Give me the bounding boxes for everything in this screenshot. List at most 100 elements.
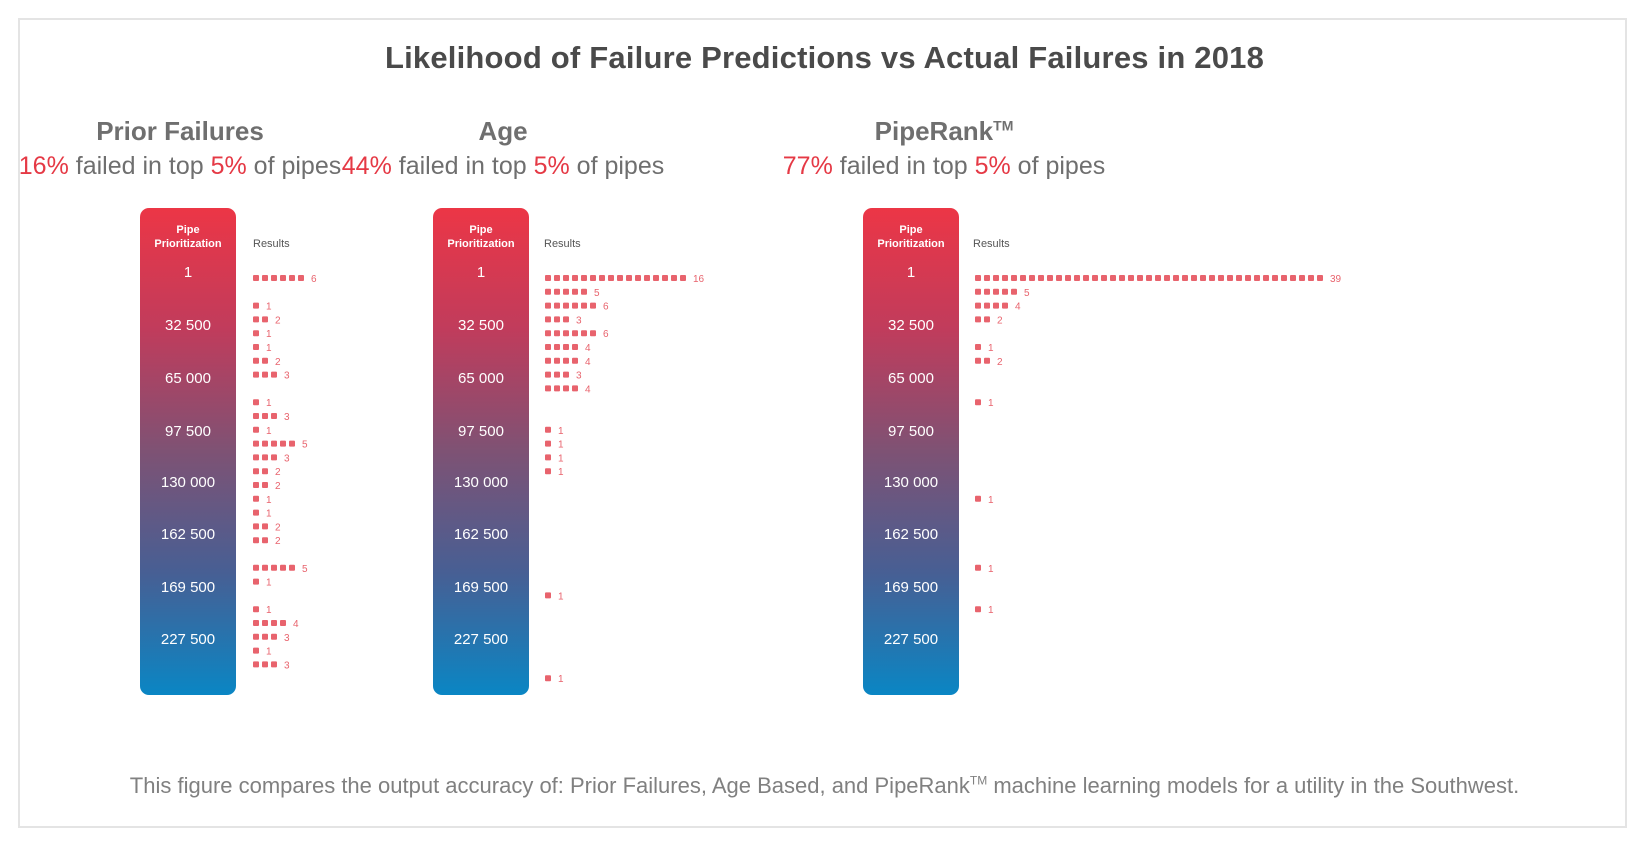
result-row: 2	[253, 481, 281, 492]
result-row: 4	[545, 343, 591, 354]
bar-tick-label: 32 500	[888, 317, 934, 334]
result-row: 1	[253, 605, 272, 616]
failure-square	[563, 357, 569, 364]
failure-square	[253, 371, 259, 378]
result-row: 4	[253, 619, 299, 630]
result-row: 3	[545, 315, 582, 326]
failure-square	[253, 302, 259, 309]
failure-square	[1110, 275, 1116, 281]
failure-square	[253, 440, 259, 447]
failure-square	[1173, 275, 1179, 281]
failure-square	[271, 454, 277, 461]
failure-square	[1182, 275, 1188, 281]
failure-square	[1290, 275, 1296, 281]
panel-subtitle-age: 44% failed in top 5% of pipes	[341, 152, 665, 180]
failure-square	[545, 426, 551, 433]
failure-square	[993, 288, 999, 295]
failure-square	[563, 344, 569, 350]
failure-square	[1074, 275, 1080, 281]
failure-square	[554, 330, 560, 337]
data-label: 3	[284, 412, 290, 423]
result-row: 1	[975, 495, 994, 506]
data-label: 2	[997, 315, 1003, 326]
failure-square	[1245, 275, 1251, 281]
failure-square	[590, 330, 596, 337]
failure-square	[262, 537, 268, 544]
failure-square	[644, 275, 650, 281]
result-row: 1	[975, 605, 994, 616]
failure-square	[590, 302, 596, 309]
failure-square	[1083, 275, 1089, 281]
data-label: 1	[988, 495, 994, 506]
result-row: 5	[253, 564, 308, 575]
data-label: 2	[275, 522, 281, 533]
failure-square	[572, 288, 578, 295]
data-label: 1	[558, 440, 564, 451]
bar-tick-label: 162 500	[160, 526, 216, 543]
failure-square	[545, 344, 551, 350]
failure-square	[993, 275, 999, 281]
failure-square	[280, 275, 286, 281]
failure-square	[680, 275, 686, 281]
failure-square	[984, 302, 990, 309]
data-label: 5	[1024, 288, 1030, 299]
failure-square	[1056, 275, 1062, 281]
failure-square	[262, 316, 268, 323]
result-row: 1	[545, 591, 564, 602]
failure-square	[1047, 275, 1053, 281]
data-label: 3	[284, 633, 290, 644]
data-label: 2	[275, 481, 281, 492]
data-label: 1	[988, 343, 994, 354]
failure-square	[253, 399, 259, 406]
failure-square	[545, 440, 551, 447]
failure-square	[262, 413, 268, 419]
failure-square	[1200, 275, 1206, 281]
result-row: 3	[253, 453, 290, 464]
failure-square	[572, 344, 578, 350]
result-row: 1	[253, 329, 272, 340]
bar-tick-label: 97 500	[458, 423, 504, 440]
failure-square	[635, 275, 641, 281]
failure-square	[563, 385, 569, 392]
failure-square	[984, 357, 990, 364]
failure-square	[253, 537, 259, 544]
failure-square	[253, 564, 259, 571]
result-row: 4	[545, 357, 591, 368]
bar-tick-label: 97 500	[888, 423, 934, 440]
failure-square	[253, 468, 259, 475]
data-label: 3	[284, 371, 290, 382]
failure-square	[271, 275, 277, 281]
failure-square	[262, 620, 268, 626]
chart-title: Likelihood of Failure Predictions vs Act…	[384, 40, 1265, 75]
result-row: 39	[975, 274, 1342, 285]
failure-square	[1092, 275, 1098, 281]
result-row: 5	[545, 288, 600, 299]
data-label: 1	[558, 453, 564, 464]
failure-square	[617, 275, 623, 281]
failure-square	[662, 275, 668, 281]
result-row: 1	[545, 426, 564, 437]
failure-square	[1128, 275, 1134, 281]
failure-square	[253, 357, 259, 364]
failure-square	[1191, 275, 1197, 281]
failure-square	[253, 495, 259, 502]
failure-square	[1020, 275, 1026, 281]
failure-square	[563, 316, 569, 323]
failure-square	[271, 620, 277, 626]
bar-tick-label: 65 000	[458, 370, 504, 387]
result-row: 5	[975, 288, 1030, 299]
result-row: 1	[545, 453, 564, 464]
failure-square	[1209, 275, 1215, 281]
failure-square	[554, 316, 560, 323]
failure-square	[1002, 302, 1008, 309]
panel-subtitle-piperank: 77% failed in top 5% of pipes	[782, 152, 1106, 180]
failure-square	[1254, 275, 1260, 281]
bar-tick-label: 1	[183, 264, 193, 281]
bar-header-age: Pipe Prioritization	[447, 224, 515, 250]
failure-square	[262, 357, 268, 364]
failure-square	[572, 330, 578, 337]
failure-square	[563, 275, 569, 281]
result-row: 1	[975, 343, 994, 354]
bar-tick-label: 32 500	[458, 317, 504, 334]
failure-square	[572, 302, 578, 309]
